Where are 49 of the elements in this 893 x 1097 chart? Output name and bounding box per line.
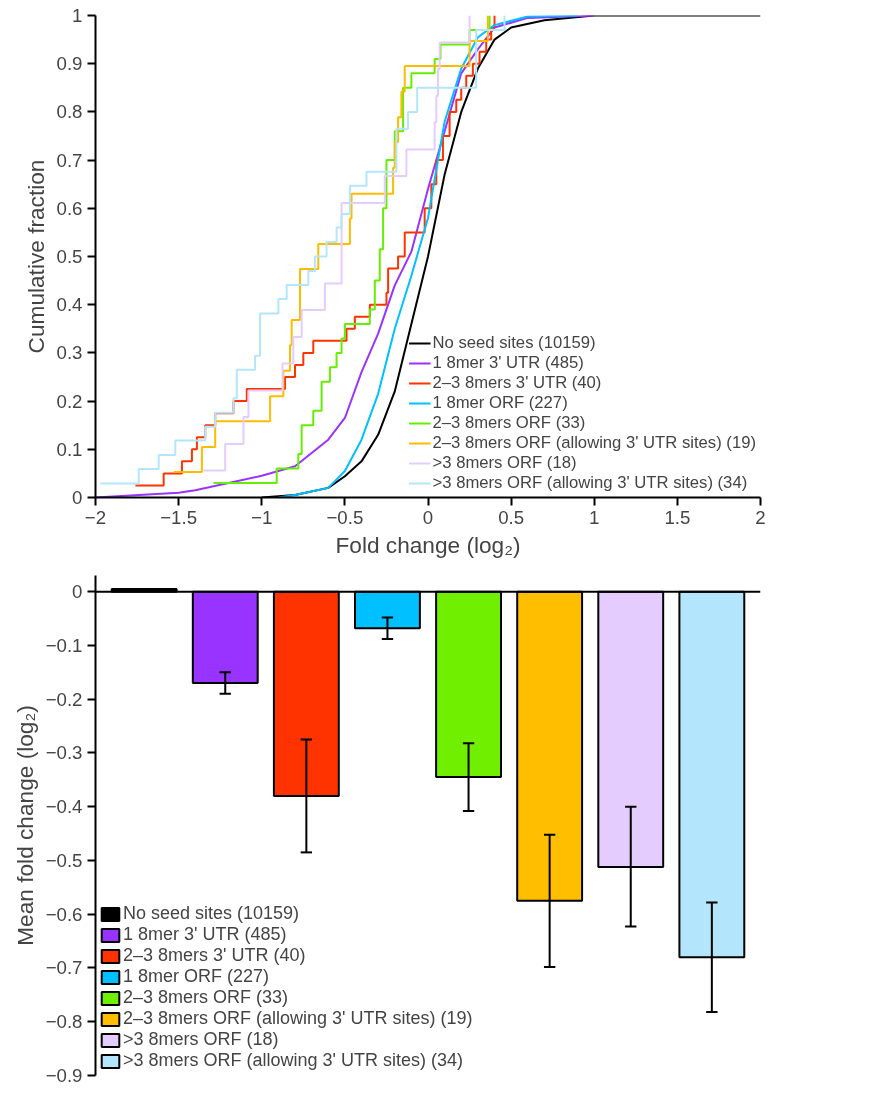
legend-label: 1 8mer 3' UTR (485) [432, 353, 584, 373]
y-tick-label: −0.7 [45, 957, 83, 979]
x-tick-label: 0.5 [498, 506, 525, 528]
y-tick-label: −0.9 [45, 1065, 83, 1086]
x-tick-label: −1 [251, 506, 273, 528]
legend-label: No seed sites (10159) [123, 903, 300, 924]
y-tick-label: 0.7 [56, 149, 83, 171]
y-tick-label: −0.6 [45, 903, 83, 925]
y-tick-label: 0.6 [56, 197, 83, 219]
legend-label: 2–3 8mers ORF (allowing 3' UTR sites) (19) [432, 433, 756, 453]
y-tick-label: −0.2 [45, 688, 83, 710]
y-tick-label: −0.5 [45, 849, 83, 871]
legend-label: 2–3 8mers ORF (allowing 3' UTR sites) (19) [123, 1008, 473, 1029]
legend-label: No seed sites (10159) [432, 333, 596, 353]
y-tick-label: −0.1 [45, 634, 83, 656]
y-tick-label: −0.8 [45, 1011, 83, 1033]
x-axis-title: Fold change (log₂) [335, 531, 521, 558]
legend-label: >3 8mers ORF (allowing 3' UTR sites) (34) [123, 1050, 464, 1071]
y-tick-label: 0.2 [56, 390, 83, 412]
legend-label: 2–3 8mers ORF (33) [123, 987, 289, 1008]
y-tick-label: 0 [72, 487, 83, 508]
legend-label: 2–3 8mers ORF (33) [432, 413, 586, 433]
y-tick-label: −0.3 [45, 742, 83, 764]
y-axis-title: Cumulative fraction [22, 159, 49, 354]
legend-label: >3 8mers ORF (allowing 3' UTR sites) (34) [432, 473, 748, 493]
y-tick-label: 0.4 [56, 294, 83, 316]
y-axis-title: Mean fold change (log₂) [11, 705, 38, 946]
y-tick-label: 0.9 [56, 53, 83, 75]
x-tick-label: −0.5 [326, 506, 364, 528]
legend-label: 1 8mer 3' UTR (485) [123, 924, 287, 945]
legend-label: >3 8mers ORF (18) [432, 453, 577, 473]
x-tick-label: 2 [755, 506, 766, 528]
legend-label: 1 8mer ORF (227) [432, 393, 568, 413]
legend-label: 1 8mer ORF (227) [123, 966, 270, 987]
x-tick-label: −2 [84, 506, 107, 528]
x-tick-label: 0 [422, 506, 434, 528]
y-tick-label: 0.3 [56, 342, 83, 364]
legend-label: 2–3 8mers 3' UTR (40) [432, 373, 602, 393]
legend-label: >3 8mers ORF (18) [123, 1029, 279, 1050]
x-tick-label: 1 [589, 506, 600, 528]
y-tick-label: −0.4 [45, 796, 83, 818]
y-tick-label: 0.1 [56, 438, 83, 460]
y-tick-label: 1 [72, 5, 83, 26]
y-tick-label: 0.5 [56, 246, 83, 267]
x-tick-label: −1.5 [160, 506, 198, 528]
y-tick-label: 0.8 [56, 101, 83, 123]
x-tick-label: 1.5 [664, 506, 691, 528]
legend-label: 2–3 8mers 3' UTR (40) [123, 945, 306, 966]
y-tick-label: 0 [72, 581, 83, 603]
